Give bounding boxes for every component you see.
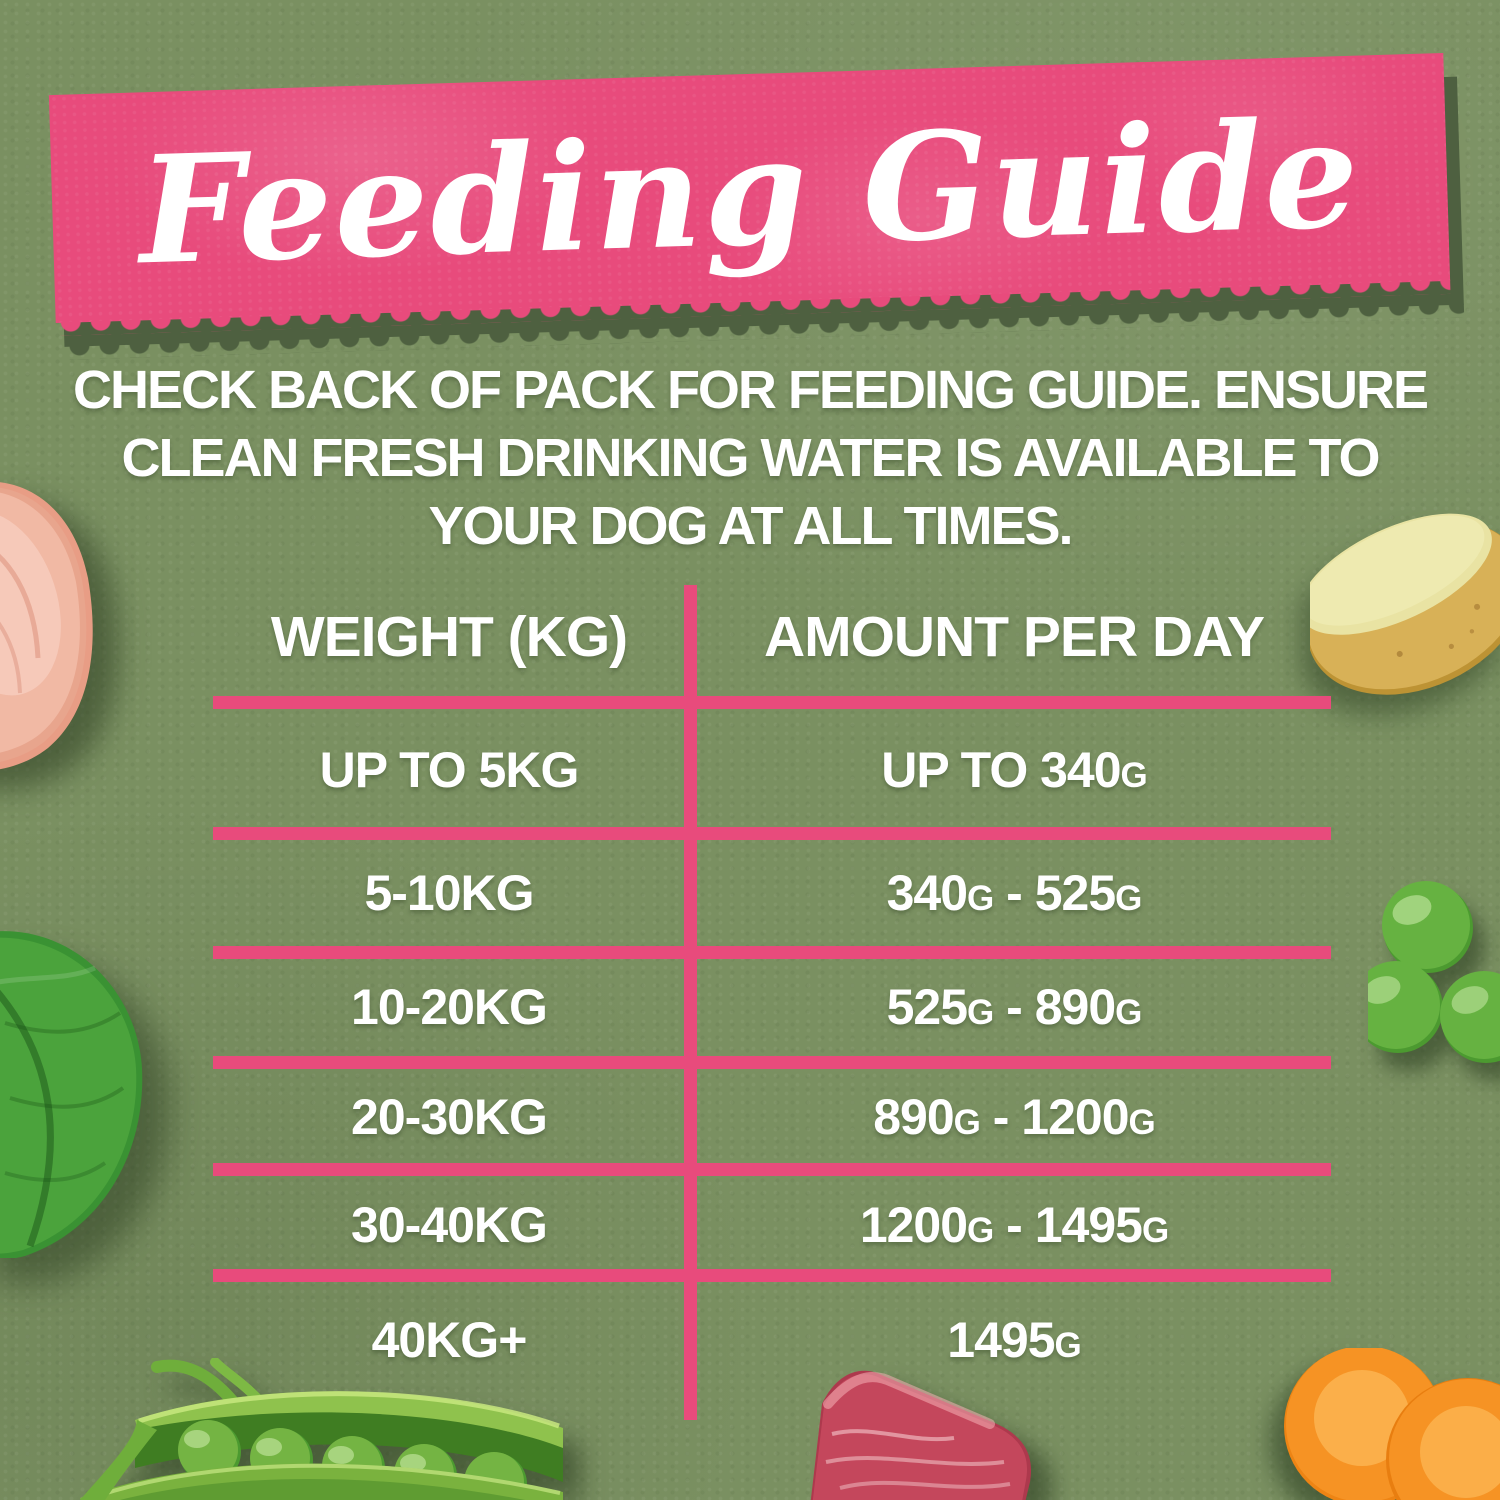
chicken-fillet-photo: [0, 482, 93, 770]
table-cell-amount: 525G - 890G: [886, 979, 1143, 1035]
table-row-divider: [213, 1269, 1331, 1282]
column-header-weight: WEIGHT (KG): [270, 605, 628, 669]
table-cell-weight: 40KG+: [371, 1312, 528, 1368]
page-title: Feeding Guide: [136, 86, 1363, 298]
green-peas-photo: [1368, 881, 1500, 1063]
intro-line-3: YOUR DOG AT ALL TIMES.: [428, 496, 1074, 556]
table-row-divider: [213, 1163, 1331, 1176]
table-cell-weight: 5-10KG: [364, 865, 534, 921]
table-cell-weight: 30-40KG: [351, 1197, 548, 1253]
table-row-divider: [213, 827, 1331, 840]
table-row-divider: [213, 1056, 1331, 1069]
table-cell-weight: 10-20KG: [351, 979, 548, 1035]
table-row-divider: [213, 696, 1331, 709]
table-vertical-divider: [684, 585, 697, 1420]
table-cell-amount: 1495G: [947, 1312, 1081, 1368]
table-cell-weight: UP TO 5KG: [319, 742, 580, 798]
carrot-slices-photo: [1284, 1348, 1500, 1500]
intro-line-1: CHECK BACK OF PACK FOR FEEDING GUIDE. EN…: [72, 360, 1429, 420]
table-cell-weight: 20-30KG: [351, 1089, 548, 1145]
pea-pod-photo: [80, 1358, 563, 1500]
basil-leaf-photo: [0, 931, 143, 1258]
table-cell-amount: 1200G - 1495G: [859, 1197, 1169, 1253]
raw-meat-photo: [810, 1370, 1031, 1500]
feeding-guide-banner: Feeding Guide: [48, 52, 1451, 324]
table-cell-amount: UP TO 340G: [881, 742, 1148, 798]
intro-text: CHECK BACK OF PACK FOR FEEDING GUIDE. EN…: [0, 356, 1500, 560]
column-header-amount: AMOUNT PER DAY: [763, 605, 1265, 669]
table-cell-amount: 890G - 1200G: [873, 1089, 1156, 1145]
table-row-divider: [213, 946, 1331, 959]
table-cell-amount: 340G - 525G: [886, 865, 1143, 921]
potato-half-photo: [1310, 513, 1500, 695]
intro-line-2: CLEAN FRESH DRINKING WATER IS AVAILABLE …: [121, 428, 1380, 488]
